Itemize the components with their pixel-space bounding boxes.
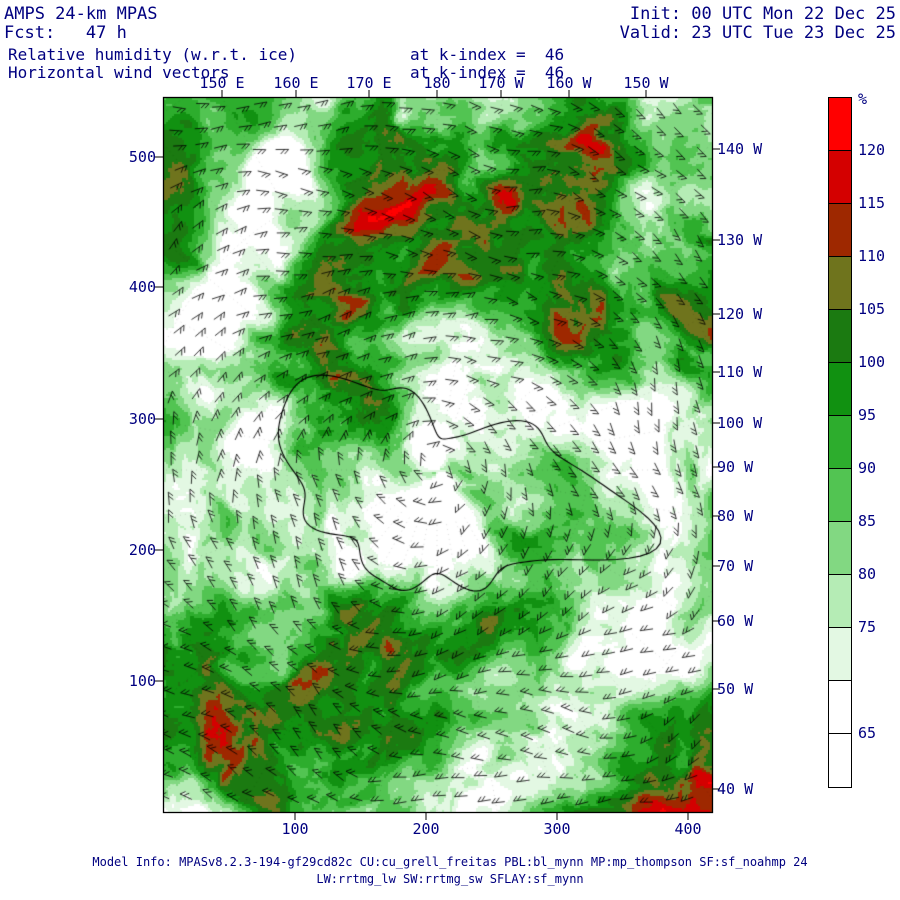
right-meridian-label: 60 W	[717, 612, 754, 630]
colorbar-tick-label: 85	[858, 512, 877, 530]
colorbar-segment	[829, 310, 851, 363]
colorbar-tick-label: 75	[858, 618, 877, 636]
colorbar-segment	[829, 98, 851, 151]
valid-time: Valid: 23 UTC Tue 23 Dec 25	[619, 23, 896, 43]
right-meridian-label: 50 W	[717, 680, 754, 698]
right-meridian-label: 80 W	[717, 507, 754, 525]
top-axis-label: 170 W	[478, 74, 524, 92]
colorbar-segment	[829, 522, 851, 575]
model-title: AMPS 24-km MPAS	[4, 4, 158, 24]
bottom-axis-ticks	[294, 813, 689, 820]
top-axis-label: 160 W	[546, 74, 592, 92]
right-meridian-label: 130 W	[717, 231, 763, 249]
colorbar-tick-label: 95	[858, 406, 877, 424]
left-axis-label: 400	[128, 278, 156, 296]
colorbar-tick-label: 110	[858, 247, 886, 265]
colorbar-segment	[829, 363, 851, 416]
colorbar-tick-label: 105	[858, 300, 886, 318]
field-name: Relative humidity (w.r.t. ice)	[8, 45, 297, 64]
right-meridian-label: 120 W	[717, 305, 763, 323]
left-axis-label: 200	[128, 541, 156, 559]
bottom-axis-label: 400	[674, 820, 702, 838]
colorbar-segment	[829, 151, 851, 204]
right-meridian-label: 90 W	[717, 458, 754, 476]
colorbar-segment	[829, 469, 851, 522]
colorbar-tick-label: 115	[858, 194, 886, 212]
left-axis-label: 100	[128, 672, 156, 690]
colorbar-segment	[829, 681, 851, 734]
right-meridian-label: 100 W	[717, 414, 763, 432]
right-meridian-label: 140 W	[717, 140, 763, 158]
left-axis-ticks	[155, 156, 163, 682]
field-level: at k-index = 46	[410, 45, 565, 64]
forecast-hour: Fcst: 47 h	[4, 23, 127, 43]
top-axis-label: 180	[423, 74, 451, 92]
left-axis-label: 500	[128, 148, 156, 166]
vector-level: at k-index = 46	[410, 63, 565, 82]
colorbar-tick-label: 100	[858, 353, 886, 371]
colorbar-segment	[829, 734, 851, 787]
left-axis-label: 300	[128, 410, 156, 428]
colorbar-tick-label: 90	[858, 459, 877, 477]
bottom-axis-label: 300	[543, 820, 571, 838]
top-axis-label: 160 E	[273, 74, 319, 92]
colorbar-segment	[829, 257, 851, 310]
model-info-line1: Model Info: MPASv8.2.3-194-gf29cd82c CU:…	[92, 855, 808, 869]
colorbar-tick-label: 65	[858, 724, 877, 742]
colorbar-tick-label: 80	[858, 565, 877, 583]
top-axis-label: 150 E	[199, 74, 245, 92]
colorbar-segment	[829, 204, 851, 257]
bottom-axis-label: 200	[412, 820, 440, 838]
top-axis-label: 150 W	[623, 74, 669, 92]
vector-name: Horizontal wind vectors	[8, 63, 230, 82]
right-meridian-label: 40 W	[717, 780, 754, 798]
right-meridian-label: 70 W	[717, 557, 754, 575]
colorbar-segment	[829, 628, 851, 681]
colorbar-tick-label: 120	[858, 141, 886, 159]
right-meridian-label: 110 W	[717, 363, 763, 381]
colorbar-segment	[829, 575, 851, 628]
colorbar-segment	[829, 416, 851, 469]
bottom-axis-label: 100	[281, 820, 309, 838]
rh-wind-field-map	[164, 98, 712, 812]
model-info-line2: LW:rrtmg_lw SW:rrtmg_sw SFLAY:sf_mynn	[316, 872, 584, 886]
colorbar	[828, 97, 852, 788]
top-axis-label: 170 E	[346, 74, 392, 92]
init-time: Init: 00 UTC Mon 22 Dec 25	[629, 4, 896, 24]
colorbar-unit: %	[858, 90, 868, 108]
